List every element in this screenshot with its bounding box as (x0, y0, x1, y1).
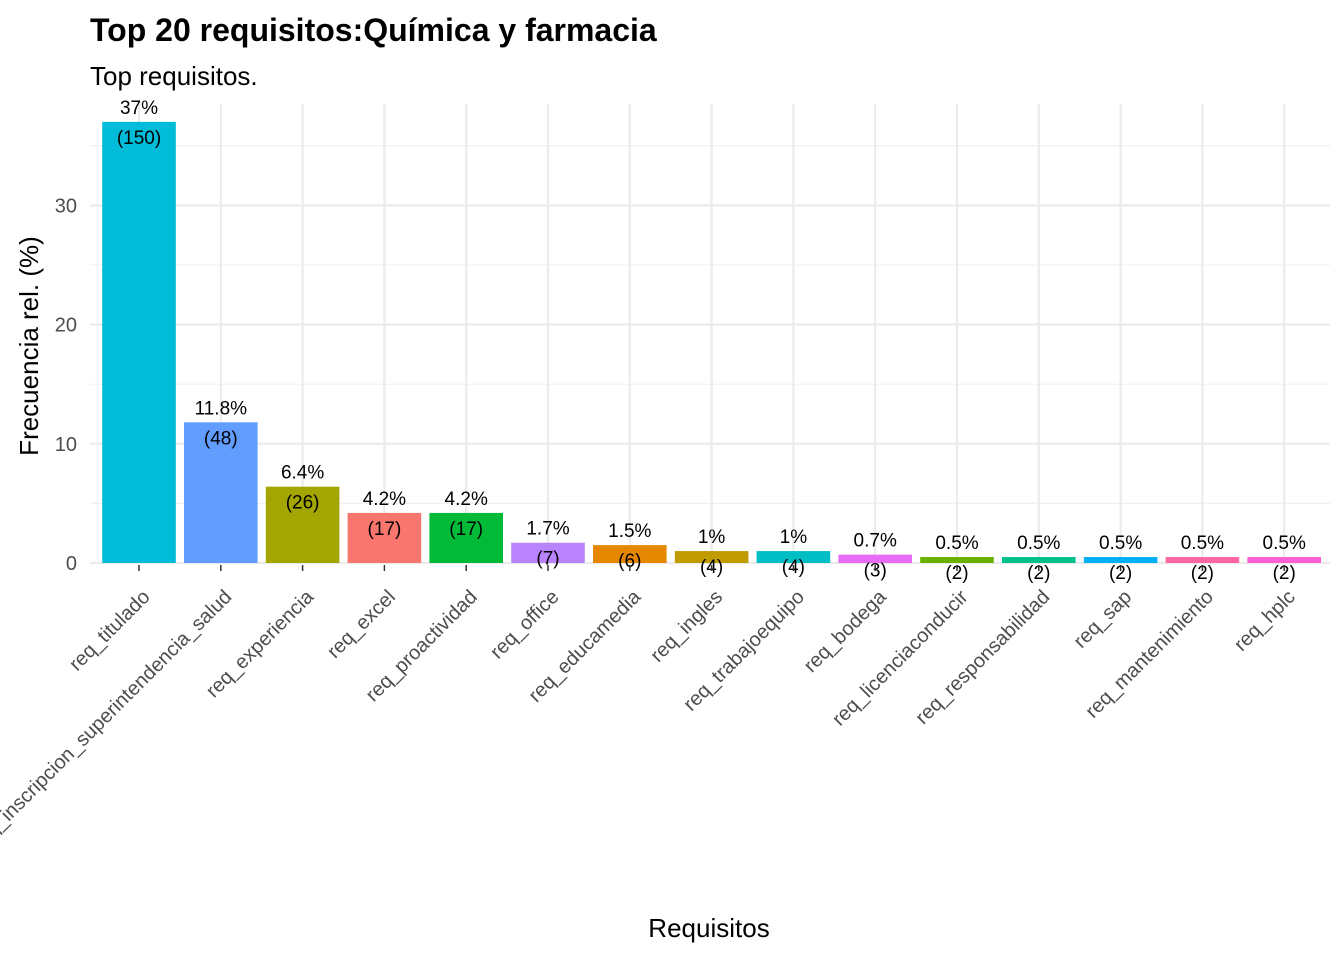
bar-percent-label: 0.5% (1263, 533, 1306, 554)
x-tick-label: req_titulado (65, 586, 154, 675)
bar (593, 545, 667, 563)
y-axis-label: Frecuencia rel. (%) (14, 236, 44, 456)
bar-count-label: (2) (1191, 563, 1214, 584)
bar-percent-label: 1% (780, 527, 808, 548)
chart-title: Top 20 requisitos:Química y farmacia (90, 12, 657, 48)
bar-percent-label: 0.7% (854, 531, 897, 552)
bar-count-label: (17) (449, 519, 483, 540)
x-tick-label: req_hplc (1230, 586, 1300, 656)
y-tick-label: 10 (55, 434, 77, 456)
bar (1002, 557, 1076, 563)
bar-count-label: (7) (536, 549, 559, 570)
bar (1247, 557, 1321, 563)
bar-percent-label: 1% (698, 527, 726, 548)
bar-percent-label: 0.5% (1017, 533, 1060, 554)
bars: 37% (150) 11.8% (48) 6.4% (26) 4.2% (17) 4.2% (17… (102, 98, 1321, 584)
x-tick-label: req_licenciaconducir (828, 586, 973, 731)
bar-percent-label: 0.5% (1099, 533, 1142, 554)
bar-count-label: (48) (204, 428, 238, 449)
bar-count-label: (2) (1273, 563, 1296, 584)
bar (756, 551, 831, 563)
x-axis: req_tituladoreq_inscripcion_superintende… (0, 565, 1300, 854)
bar (674, 551, 749, 563)
bar-count-label: (2) (945, 563, 968, 584)
bar (1083, 557, 1158, 563)
x-tick-label: req_responsabilidad (911, 586, 1054, 729)
x-tick-label: req_excel (323, 586, 400, 663)
chart-subtitle: Top requisitos. (90, 61, 258, 91)
y-tick-label: 30 (55, 195, 77, 217)
bar-count-label: (3) (864, 561, 887, 582)
bar (184, 422, 258, 563)
bar-percent-label: 4.2% (363, 489, 406, 510)
y-tick-label: 20 (55, 315, 77, 337)
bar-percent-label: 0.5% (935, 533, 978, 554)
bar-percent-label: 1.7% (526, 519, 569, 540)
bar-percent-label: 4.2% (445, 489, 488, 510)
x-tick-label: req_sap (1069, 586, 1136, 653)
bar-count-label: (26) (286, 493, 320, 514)
bar-percent-label: 0.5% (1181, 533, 1224, 554)
bar-count-label: (17) (368, 519, 402, 540)
bar (511, 542, 585, 563)
y-tick-label: 0 (66, 553, 77, 575)
bar (1165, 557, 1240, 563)
bar-percent-label: 37% (120, 98, 158, 119)
x-axis-label: Requisitos (648, 913, 769, 943)
bar (920, 557, 994, 563)
bar-count-label: (2) (1027, 563, 1050, 584)
bar-count-label: (150) (117, 128, 161, 149)
bar-percent-label: 11.8% (195, 398, 248, 419)
bar (265, 486, 340, 563)
bar (102, 121, 176, 563)
y-axis: 0 10 20 30 (55, 195, 77, 575)
bar-percent-label: 1.5% (608, 521, 651, 542)
bar-count-label: (6) (618, 551, 641, 572)
bar-percent-label: 6.4% (281, 463, 324, 484)
bar (347, 512, 422, 563)
x-tick-label: req_bodega (800, 585, 892, 677)
bar (429, 512, 503, 563)
x-tick-label: req_office (486, 586, 563, 663)
x-tick-label: req_ingles (646, 586, 727, 667)
bar-count-label: (2) (1109, 563, 1132, 584)
bar (838, 554, 912, 563)
